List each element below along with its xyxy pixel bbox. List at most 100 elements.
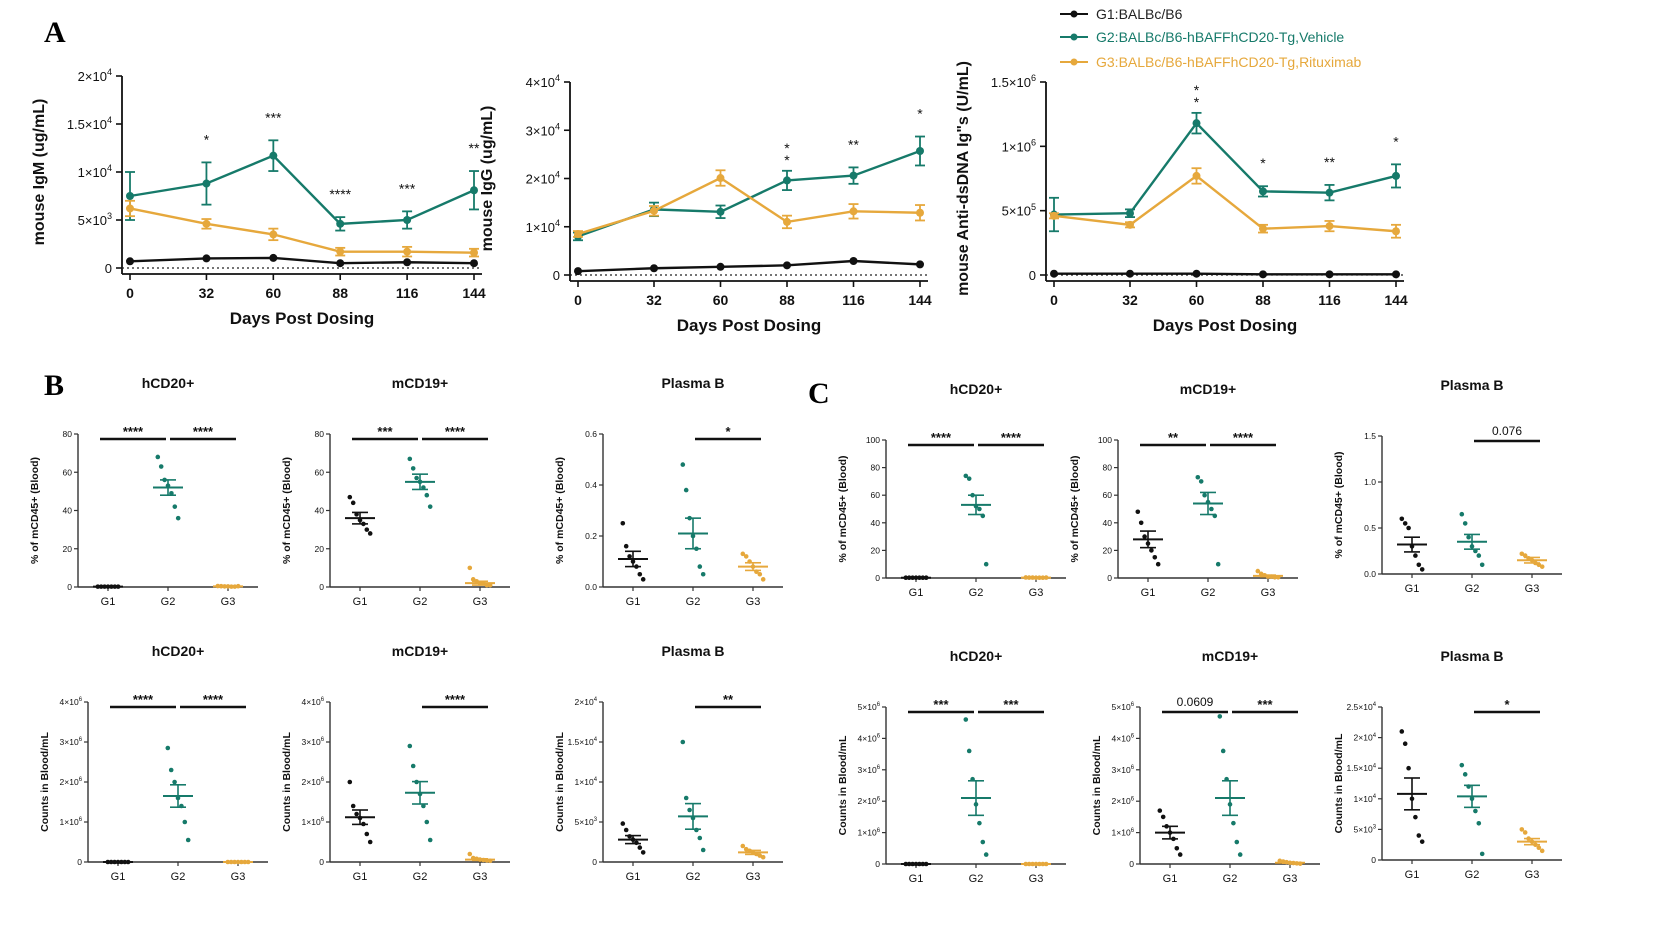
significance-label: ***: [933, 697, 949, 712]
y-tick-label: 0.6: [585, 429, 597, 439]
chart-title: mCD19+: [1202, 648, 1258, 664]
y-tick-label: 1×106: [302, 817, 325, 827]
x-tick-label: G3: [1261, 587, 1276, 599]
x-axis-title: Days Post Dosing: [677, 316, 822, 335]
y-axis-title: % of mCD45+ (Blood): [1333, 451, 1345, 558]
series-line-g3: [129, 207, 475, 254]
significance-label: ****: [1233, 430, 1254, 445]
data-point: [1217, 714, 1223, 719]
chart-title: mCD19+: [1180, 381, 1236, 397]
x-tick-label: G2: [969, 873, 984, 885]
data-point: [403, 258, 412, 267]
y-tick-label: 40: [315, 506, 325, 516]
data-point: [574, 267, 582, 276]
legend: G1:BALBc/B6 G2:BALBc/B6-hBAFFhCD20-Tg,Ve…: [1060, 6, 1362, 70]
group-g2: [405, 456, 435, 509]
y-axis-title: % of mCD45+ (Blood): [1069, 455, 1081, 562]
data-point: [470, 259, 478, 268]
x-tick-label: 116: [396, 285, 419, 301]
data-point: [1462, 772, 1468, 777]
data-point: [407, 743, 413, 749]
data-point: [743, 554, 749, 559]
x-tick-label: G1: [1163, 873, 1178, 885]
chart-title: hCD20+: [950, 648, 1003, 664]
significance-mark: *: [1194, 82, 1200, 98]
y-axis-title: Counts in Blood/mL: [39, 732, 51, 832]
data-point: [963, 717, 969, 722]
series-g2: [125, 139, 479, 232]
x-tick-label: G2: [413, 596, 428, 608]
y-tick-label: 40: [63, 506, 73, 516]
x-tick-label: 116: [842, 292, 865, 308]
data-point: [1473, 808, 1478, 814]
data-point: [269, 151, 278, 160]
x-tick-label: G2: [171, 871, 186, 883]
data-point: [410, 763, 416, 769]
data-point: [1536, 845, 1542, 851]
data-point: [1399, 729, 1405, 734]
chart-b_cnt_hcd20: 0 1×106 2×106 3×106 4×106 G1 G2 G3 hCD20+ Counts …: [39, 643, 268, 883]
chart-c_cnt_mcd19: 0 1×106 2×106 3×106 4×106 5×106 G1 G2 G3 mCD19+ Co…: [1091, 648, 1320, 885]
data-point: [966, 748, 972, 754]
data-point: [126, 257, 134, 266]
y-axis-title: mouse IgM (ug/mL): [31, 99, 48, 246]
data-point: [916, 146, 924, 155]
significance-mark: ***: [265, 109, 282, 125]
group-g2: [1193, 474, 1223, 567]
data-point: [1255, 568, 1261, 574]
chart-b_pct_mcd19: 0 20 40 60 80 G1 G2 G3 mCD19+ % of mCD45+ (Blood)…: [281, 375, 510, 608]
significance-mark: *: [784, 140, 790, 156]
y-tick-label: 5×105: [1002, 202, 1036, 219]
group-g3: [223, 859, 253, 865]
data-point: [916, 260, 924, 269]
legend-marker-g1: [1070, 10, 1078, 18]
y-tick-label: 0: [875, 859, 880, 869]
data-point: [1413, 553, 1418, 558]
data-point: [1392, 171, 1400, 180]
x-tick-label: G1: [1141, 587, 1156, 599]
group-g1: [93, 584, 123, 589]
y-axis-title: Counts in Blood/mL: [554, 732, 566, 832]
y-tick-label: 0: [1029, 268, 1036, 283]
x-tick-label: G2: [686, 596, 701, 608]
y-tick-label: 60: [1103, 490, 1113, 500]
data-point: [1539, 564, 1545, 569]
data-point: [403, 247, 412, 256]
y-tick-label: 1.0: [1364, 477, 1376, 487]
panel-label-b: B: [44, 369, 64, 402]
data-point: [407, 456, 413, 462]
data-point: [364, 831, 370, 837]
data-point: [740, 551, 746, 557]
y-tick-label: 0: [67, 582, 72, 592]
y-tick-label: 0: [875, 573, 880, 583]
significance-label: ***: [1003, 697, 1019, 712]
x-tick-label: G3: [1029, 587, 1044, 599]
chart-igg: 0 1×104 2×104 3×104 4×104 0 32 60 88 116 144 Days P…: [479, 73, 932, 335]
y-tick-label: 2×106: [302, 777, 325, 787]
y-tick-label: 1×104: [575, 777, 598, 787]
data-point: [1399, 516, 1405, 522]
y-axis-title: Counts in Blood/mL: [837, 735, 849, 835]
series-line-g3: [577, 176, 921, 236]
data-point: [627, 554, 632, 559]
data-point: [336, 219, 345, 228]
data-point: [1198, 479, 1204, 484]
significance-mark: *: [917, 106, 923, 122]
data-point: [627, 834, 632, 839]
data-point: [1466, 534, 1471, 540]
x-tick-label: G1: [353, 596, 368, 608]
group-g1: [618, 821, 648, 855]
data-point: [1392, 227, 1400, 236]
significance-label: ****: [931, 430, 952, 445]
data-point: [367, 531, 373, 536]
significance-mark: *: [1260, 155, 1266, 171]
data-point: [1234, 839, 1240, 845]
y-tick-label: 5×106: [858, 702, 881, 712]
x-tick-label: 0: [574, 292, 582, 308]
x-tick-label: 144: [908, 292, 932, 308]
data-point: [269, 230, 278, 239]
data-point: [849, 207, 858, 216]
data-point: [403, 216, 412, 224]
data-point: [1126, 220, 1134, 229]
y-tick-label: 1×106: [1112, 828, 1135, 838]
